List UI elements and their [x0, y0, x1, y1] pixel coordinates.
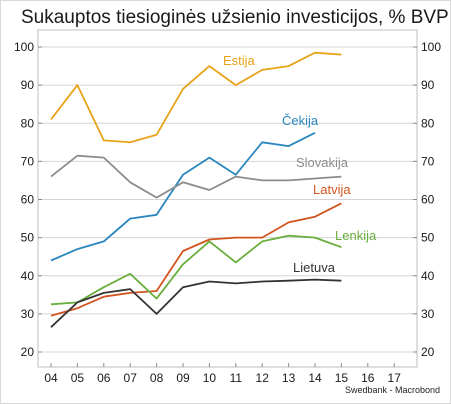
x-tick-label: 08 — [150, 371, 164, 385]
source-note: Swedbank - Macrobond — [344, 385, 440, 395]
x-tick-label: 04 — [44, 371, 58, 385]
series-label--ekija: Čekija — [282, 113, 319, 128]
series-line-lietuva — [50, 278, 342, 328]
series-label-lenkija: Lenkija — [335, 228, 377, 243]
y-tick-label-left: 30 — [21, 307, 35, 321]
y-tick-label-right: 100 — [421, 40, 441, 54]
series-line-lenkija — [50, 234, 342, 306]
y-tick-label-right: 50 — [421, 231, 435, 245]
x-tick-label: 07 — [124, 371, 138, 385]
y-tick-label-left: 90 — [21, 78, 35, 92]
series-line--ekija — [50, 131, 316, 262]
plot-area-border — [37, 29, 418, 368]
y-tick-label-left: 50 — [21, 231, 35, 245]
x-tick-label: 10 — [203, 371, 217, 385]
x-tick-label: 16 — [361, 371, 375, 385]
x-tick-label: 15 — [335, 371, 349, 385]
x-tick-label: 13 — [282, 371, 296, 385]
y-tick-label-right: 40 — [421, 269, 435, 283]
y-tick-label-right: 20 — [421, 345, 435, 359]
x-tick-label: 17 — [388, 371, 402, 385]
series-label-latvija: Latvija — [313, 182, 351, 197]
x-tick-label: 12 — [256, 371, 270, 385]
series-label-estija: Estija — [223, 53, 256, 68]
x-tick-label: 11 — [230, 371, 243, 385]
x-tick-label: 05 — [71, 371, 85, 385]
y-tick-label-left: 80 — [21, 116, 35, 130]
series-line-estija — [50, 51, 342, 144]
series-line-slovakija — [50, 154, 342, 199]
y-tick-label-left: 40 — [21, 269, 35, 283]
y-tick-label-right: 30 — [421, 307, 435, 321]
y-tick-label-right: 80 — [421, 116, 435, 130]
x-tick-label: 09 — [176, 371, 190, 385]
series-line-latvija — [50, 202, 342, 317]
y-tick-label-right: 90 — [421, 78, 435, 92]
x-tick-label: 06 — [97, 371, 111, 385]
chart-title: Sukauptos tiesioginės užsienio investici… — [21, 7, 449, 28]
y-tick-label-right: 60 — [421, 193, 435, 207]
y-tick-label-right: 70 — [421, 154, 435, 168]
series-label-lietuva: Lietuva — [293, 260, 336, 275]
y-tick-label-left: 20 — [21, 345, 35, 359]
y-tick-label-left: 60 — [21, 193, 35, 207]
x-tick-label: 14 — [308, 371, 322, 385]
y-tick-label-left: 70 — [21, 154, 35, 168]
y-tick-label-left: 100 — [14, 40, 34, 54]
series-label-slovakija: Slovakija — [296, 155, 349, 170]
